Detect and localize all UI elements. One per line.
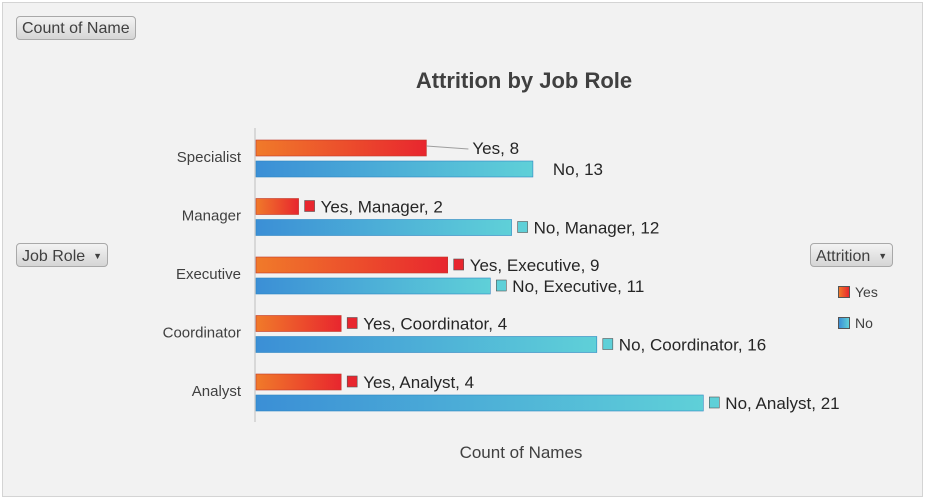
data-label-marker-no-executive bbox=[495, 279, 507, 292]
data-label-no-executive: No, Executive, 11 bbox=[512, 277, 644, 296]
chevron-down-icon[interactable]: ▼ bbox=[878, 251, 888, 261]
legend-item-no: No bbox=[838, 315, 873, 331]
legend-item-yes: Yes bbox=[838, 284, 878, 300]
leader-line-yes-specialist bbox=[426, 145, 469, 150]
job-role-label: Job Role bbox=[22, 248, 86, 265]
data-label-marker-no-coordinator bbox=[602, 338, 614, 350]
count-of-name-field-button[interactable]: Count of Name bbox=[16, 16, 136, 40]
category-label-coordinator: Coordinator bbox=[163, 325, 241, 342]
chart-title: Attrition by Job Role bbox=[416, 68, 632, 93]
chevron-down-icon[interactable]: ▼ bbox=[93, 251, 103, 261]
data-label-marker-no-analyst bbox=[708, 396, 720, 409]
data-label-yes-executive: Yes, Executive, 9 bbox=[470, 256, 600, 275]
data-label-marker-yes-executive bbox=[453, 258, 465, 271]
legend-swatch-yes bbox=[838, 286, 850, 298]
bar-yes-analyst[interactable] bbox=[255, 373, 342, 391]
legend-swatch-no bbox=[838, 317, 850, 329]
job-role-field-button[interactable]: Job Role ▼ bbox=[16, 243, 109, 267]
data-label-marker-no-manager bbox=[517, 221, 528, 233]
category-label-manager: Manager bbox=[182, 208, 241, 225]
data-label-no-manager: No, Manager, 12 bbox=[534, 219, 660, 238]
count-of-name-label: Count of Name bbox=[22, 20, 130, 37]
data-label-marker-yes-coordinator bbox=[346, 317, 358, 329]
bar-yes-specialist[interactable] bbox=[255, 139, 427, 157]
bar-yes-manager[interactable] bbox=[255, 198, 299, 215]
legend-label-yes: Yes bbox=[855, 284, 878, 300]
data-label-yes-coordinator: Yes, Coordinator, 4 bbox=[363, 315, 507, 334]
category-label-analyst: Analyst bbox=[192, 383, 242, 400]
attrition-label: Attrition bbox=[816, 248, 871, 265]
data-label-no-coordinator: No, Coordinator, 16 bbox=[619, 336, 766, 355]
x-axis-title: Count of Names bbox=[460, 443, 583, 462]
category-label-specialist: Specialist bbox=[177, 149, 242, 166]
bar-yes-coordinator[interactable] bbox=[255, 315, 342, 332]
bar-no-manager[interactable] bbox=[255, 219, 512, 236]
category-label-executive: Executive bbox=[176, 266, 241, 283]
data-label-marker-yes-manager bbox=[304, 200, 315, 212]
data-label-yes-analyst: Yes, Analyst, 4 bbox=[363, 373, 474, 392]
data-label-no-analyst: No, Analyst, 21 bbox=[725, 394, 839, 413]
data-label-no-specialist: No, 13 bbox=[553, 160, 603, 179]
legend-label-no: No bbox=[855, 315, 873, 331]
attrition-field-button[interactable]: Attrition ▼ bbox=[810, 243, 894, 267]
bar-yes-executive[interactable] bbox=[255, 256, 448, 274]
bar-no-executive[interactable] bbox=[255, 277, 491, 295]
bar-no-specialist[interactable] bbox=[255, 160, 534, 178]
data-label-marker-yes-analyst bbox=[346, 375, 358, 388]
bar-no-analyst[interactable] bbox=[255, 394, 704, 412]
bar-no-coordinator[interactable] bbox=[255, 336, 598, 353]
data-label-yes-manager: Yes, Manager, 2 bbox=[321, 198, 443, 217]
data-label-yes-specialist: Yes, 8 bbox=[472, 139, 519, 158]
